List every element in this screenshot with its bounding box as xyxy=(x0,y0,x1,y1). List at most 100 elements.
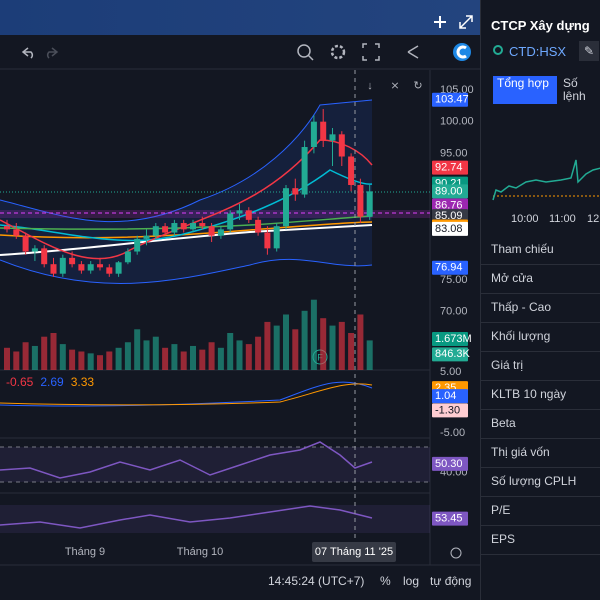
settings-dot[interactable] xyxy=(450,547,462,559)
volume-bar xyxy=(171,344,178,370)
price-tick-label: 70.00 xyxy=(440,306,468,318)
macd-legend-value: 2.69 xyxy=(40,375,64,389)
price-badge xyxy=(432,92,468,107)
x-label: Tháng 10 xyxy=(177,546,223,558)
price-badge-label: 846.3K xyxy=(435,348,471,360)
volume-bar xyxy=(273,325,280,370)
volume-bar xyxy=(217,347,224,370)
info-row-label: Thấp - Cao xyxy=(491,300,552,314)
percent-toggle[interactable]: % xyxy=(380,574,391,588)
zoom-button[interactable] xyxy=(297,44,311,58)
row-divider xyxy=(481,496,600,497)
logo-mark xyxy=(456,45,467,59)
candle-body xyxy=(180,223,187,230)
candle-body xyxy=(50,264,57,274)
row-divider xyxy=(481,322,600,323)
price-badge xyxy=(432,347,468,362)
macd-legend: -0.65 2.69 3.33 xyxy=(6,375,94,389)
row-divider xyxy=(481,264,600,265)
auto-toggle[interactable]: tự động xyxy=(430,574,471,588)
info-row-label: Thị giá vốn xyxy=(491,445,550,459)
redo-button[interactable] xyxy=(46,47,59,59)
side-panel: CTCP Xây dựng CTD:HSX ✎ Tổng hợp Số lệnh… xyxy=(480,0,600,600)
row-divider xyxy=(481,380,600,381)
info-row-label: KLTB 10 ngày xyxy=(491,387,567,401)
price-badge-label: 86.76 xyxy=(435,199,463,211)
intraday-line xyxy=(492,159,600,201)
company-name: CTCP Xây dựng xyxy=(491,18,590,33)
settings-button[interactable] xyxy=(330,44,346,60)
tab[interactable]: Tổng hợp xyxy=(493,76,557,104)
volume-bar xyxy=(180,351,187,370)
volume-bar xyxy=(87,353,94,370)
edit-button[interactable]: ✎ xyxy=(579,41,599,61)
candle-body xyxy=(283,188,289,227)
volume-bar xyxy=(124,342,131,370)
share-button[interactable] xyxy=(407,45,419,59)
candle-body xyxy=(78,264,85,271)
candle-body xyxy=(301,147,308,195)
macd-line xyxy=(0,381,373,407)
candle-body xyxy=(320,121,327,141)
price-badge xyxy=(432,198,468,213)
candle-body xyxy=(31,248,38,252)
zoom-handle xyxy=(307,54,314,61)
volume-bar xyxy=(236,340,243,370)
tab[interactable]: Số lệnh xyxy=(563,76,586,103)
fullscreen-button[interactable] xyxy=(362,43,380,61)
log-toggle[interactable]: log xyxy=(403,574,419,588)
row-divider xyxy=(481,525,600,526)
mini-time: 10:00 xyxy=(511,213,539,225)
ma-white xyxy=(0,224,373,256)
info-row-label: Beta xyxy=(491,416,516,430)
volume-bar xyxy=(59,344,66,370)
candle-body xyxy=(273,226,280,249)
price-badge-label: 76.94 xyxy=(435,262,463,274)
row-divider xyxy=(481,467,600,468)
undo-button[interactable] xyxy=(21,47,34,59)
volume-bar xyxy=(338,321,345,370)
toolbar xyxy=(0,35,480,69)
price-badge xyxy=(432,260,468,275)
ma-green xyxy=(0,215,373,230)
candle-body xyxy=(69,257,76,265)
candle-body xyxy=(106,267,113,274)
symbol: CTD:HSX xyxy=(509,44,567,59)
add-button[interactable] xyxy=(434,16,446,28)
volume-bar xyxy=(357,314,364,370)
volume-bar xyxy=(69,349,76,370)
scroll-down-button[interactable]: ↓ xyxy=(367,80,373,92)
candle-body xyxy=(348,156,355,186)
volume-bar xyxy=(329,325,336,370)
volume-bar xyxy=(41,336,48,370)
refresh-button[interactable]: ↻ xyxy=(413,80,422,92)
volume-bar xyxy=(50,333,57,370)
top-bar xyxy=(0,0,480,35)
candle-body xyxy=(357,185,364,217)
candle-body xyxy=(310,121,317,148)
collapse-button[interactable]: ⨯ xyxy=(390,80,399,92)
volume-bar xyxy=(320,318,327,370)
volume-bar xyxy=(301,310,308,370)
crosshair-date: 07 Tháng 11 '25 xyxy=(315,546,393,558)
price-tick-label: 5.00 xyxy=(440,366,461,378)
volume-bar xyxy=(366,340,373,370)
candle-body xyxy=(124,251,131,263)
candle-body xyxy=(134,238,141,252)
candle-body xyxy=(292,188,299,195)
info-row-label: Giá trị xyxy=(491,358,524,372)
mini-time: 12: xyxy=(587,213,600,225)
chart-area: ↓ ⨯ ↻ F 07 Tháng 11 '25 Tháng 9 Tháng 10… xyxy=(0,0,480,588)
price-badge-label: 1.673M xyxy=(435,333,472,345)
info-row-label: Mở cửa xyxy=(491,271,533,285)
expand-button[interactable] xyxy=(459,15,473,29)
volume-bar xyxy=(208,342,215,370)
price-badge-label: 103.47 xyxy=(435,94,469,106)
macd-legend-value: -0.65 xyxy=(6,375,34,389)
price-badge xyxy=(432,403,468,418)
price-tick-label: 95.00 xyxy=(440,147,468,159)
volume-bar xyxy=(97,355,103,370)
volume-bar xyxy=(152,336,159,370)
price-badge xyxy=(432,332,468,347)
